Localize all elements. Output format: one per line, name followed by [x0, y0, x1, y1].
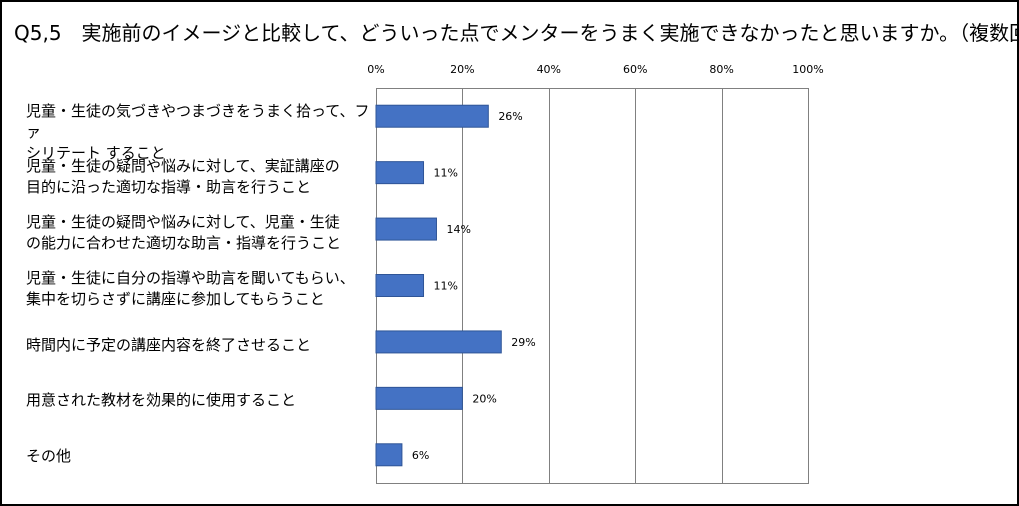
- bar: [375, 161, 425, 185]
- x-tick-label: 100%: [792, 63, 823, 76]
- bar: [375, 443, 403, 467]
- data-label: 11%: [434, 280, 458, 293]
- x-tick-label: 0%: [367, 63, 384, 76]
- category-label: 児童・生徒に自分の指導や助言を聞いてもらい、 集中を切らさずに講座に参加してもら…: [26, 269, 355, 308]
- data-label: 14%: [446, 223, 470, 236]
- bar: [375, 386, 463, 410]
- data-label: 11%: [434, 167, 458, 180]
- bar: [375, 330, 502, 354]
- category-label: 時間内に予定の講座内容を終了させること: [26, 336, 312, 354]
- bar: [375, 104, 489, 128]
- bar: [375, 217, 437, 241]
- data-label: 29%: [511, 336, 535, 349]
- data-label: 26%: [498, 110, 522, 123]
- bar: [375, 274, 425, 297]
- category-label: 用意された教材を効果的に使用すること: [26, 391, 297, 409]
- category-label: 児童・生徒の疑問や悩みに対して、実証講座の 目的に沿った適切な指導・助言を行うこ…: [26, 157, 340, 196]
- category-label: その他: [26, 447, 72, 465]
- chart-title: Q5,5 実施前のイメージと比較して、どういった点でメンターをうまく実施できなか…: [14, 21, 1019, 45]
- x-tick-label: 80%: [709, 63, 733, 76]
- data-label: 6%: [412, 449, 429, 462]
- x-tick-label: 40%: [537, 63, 561, 76]
- category-label: 児童・生徒の気づきやつまづきをうまく拾って、ファ シリテート すること: [26, 102, 370, 162]
- data-label: 20%: [472, 392, 496, 405]
- category-label: 児童・生徒の疑問や悩みに対して、児童・生徒 の能力に合わせた適切な助言・指導を行…: [26, 213, 342, 252]
- x-tick-label: 20%: [450, 63, 474, 76]
- x-tick-label: 60%: [623, 63, 647, 76]
